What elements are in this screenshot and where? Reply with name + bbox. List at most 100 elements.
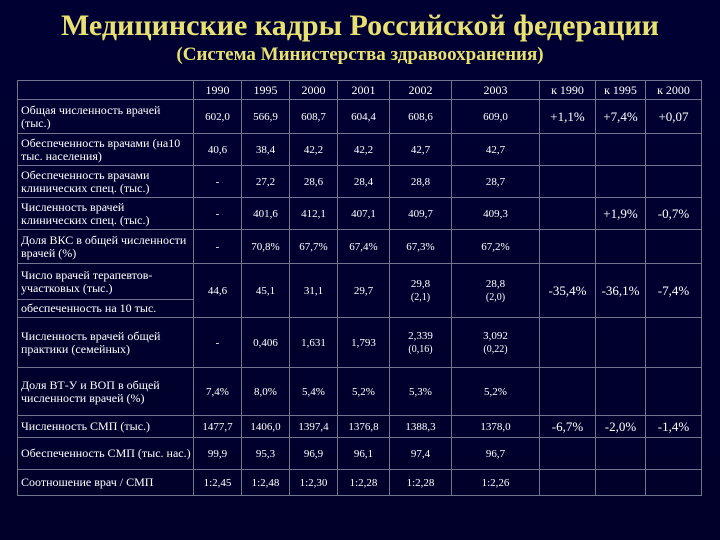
table-cell: 42,7 bbox=[451, 133, 540, 166]
change-cell: +0,07 bbox=[645, 99, 702, 134]
table-cell: 8,0% bbox=[241, 367, 290, 416]
table-cell: 67,7% bbox=[289, 229, 338, 264]
table-cell: 42,2 bbox=[289, 133, 338, 166]
cell-value: 28,8 bbox=[485, 278, 506, 290]
table-cell: 1:2,28 bbox=[389, 469, 452, 496]
cell-value: 3,092 bbox=[483, 330, 508, 342]
table-cell: 609,0 bbox=[451, 99, 540, 134]
cell-subvalue: (0,22) bbox=[483, 344, 508, 355]
table-cell: - bbox=[193, 197, 242, 230]
page-title: Медицинские кадры Российской федерации bbox=[61, 9, 659, 42]
table-cell: 1397,4 bbox=[289, 415, 338, 438]
table-cell: 29,8 (2,1) bbox=[389, 263, 452, 318]
change-cell bbox=[645, 229, 702, 264]
table-cell: 1378,0 bbox=[451, 415, 540, 438]
change-cell bbox=[539, 469, 596, 496]
cell-subvalue: (0,16) bbox=[408, 344, 433, 355]
table-cell: 602,0 bbox=[193, 99, 242, 134]
table-cell: 1:2,26 bbox=[451, 469, 540, 496]
table-cell: 27,2 bbox=[241, 165, 290, 198]
change-cell: -36,1% bbox=[595, 263, 646, 318]
change-cell bbox=[539, 165, 596, 198]
change-cell bbox=[645, 165, 702, 198]
column-header: 1995 bbox=[241, 80, 290, 100]
table-cell: 70,8% bbox=[241, 229, 290, 264]
row-label: Обеспеченность врачами клинических спец.… bbox=[17, 165, 194, 198]
table-cell: 96,9 bbox=[289, 437, 338, 470]
table-cell: 7,4% bbox=[193, 367, 242, 416]
table-cell: 1477,7 bbox=[193, 415, 242, 438]
table-cell: 28,8 bbox=[389, 165, 452, 198]
change-cell bbox=[539, 229, 596, 264]
change-cell bbox=[595, 165, 646, 198]
medical-staff-table: 1990 1995 2000 2001 2002 2003 к 1990 к 1… bbox=[17, 80, 702, 496]
table-cell: 42,2 bbox=[337, 133, 390, 166]
change-cell: +1,9% bbox=[595, 197, 646, 230]
table-cell: 38,4 bbox=[241, 133, 290, 166]
change-cell bbox=[595, 317, 646, 368]
table-cell: 29,7 bbox=[337, 263, 390, 318]
change-cell bbox=[539, 437, 596, 470]
change-cell: -7,4% bbox=[645, 263, 702, 318]
table-row: Доля ВКС в общей численности врачей (%) … bbox=[17, 229, 702, 264]
table-cell: 31,1 bbox=[289, 263, 338, 318]
table-cell: 28,8 (2,0) bbox=[451, 263, 540, 318]
table-cell: 5,4% bbox=[289, 367, 338, 416]
table-cell: 42,7 bbox=[389, 133, 452, 166]
table-cell: 1:2,30 bbox=[289, 469, 338, 496]
column-header: 2002 bbox=[389, 80, 452, 100]
table-cell: 604,4 bbox=[337, 99, 390, 134]
row-label: Доля ВКС в общей численности врачей (%) bbox=[17, 229, 194, 264]
table-row: Соотношение врач / СМП 1:2,45 1:2,48 1:2… bbox=[17, 469, 702, 496]
change-cell: +1,1% bbox=[539, 99, 596, 134]
table-cell: - bbox=[193, 229, 242, 264]
table-header-row: 1990 1995 2000 2001 2002 2003 к 1990 к 1… bbox=[17, 80, 702, 100]
column-header: 2001 bbox=[337, 80, 390, 100]
change-cell bbox=[645, 317, 702, 368]
row-label: Общая численность врачей (тыс.) bbox=[17, 99, 194, 134]
table-cell: 45,1 bbox=[241, 263, 290, 318]
table-row: Общая численность врачей (тыс.) 602,0 56… bbox=[17, 99, 702, 134]
column-header: к 1995 bbox=[595, 80, 646, 100]
table-cell: 0,406 bbox=[241, 317, 290, 368]
cell-subvalue: (2,0) bbox=[485, 292, 506, 303]
change-cell bbox=[645, 133, 702, 166]
table-cell: 5,2% bbox=[337, 367, 390, 416]
row-label: обеспеченность на 10 тыс. bbox=[17, 299, 194, 318]
column-header: к 1990 bbox=[539, 80, 596, 100]
change-cell bbox=[595, 229, 646, 264]
table-cell: 409,7 bbox=[389, 197, 452, 230]
column-header: 1990 bbox=[193, 80, 242, 100]
table-cell: 1,793 bbox=[337, 317, 390, 368]
cell-value: 2,339 bbox=[408, 330, 433, 342]
column-header: к 2000 bbox=[645, 80, 702, 100]
table-cell: 3,092 (0,22) bbox=[451, 317, 540, 368]
table-row: Число врачей терапевтов-участковых (тыс.… bbox=[17, 263, 702, 318]
table-cell: 67,3% bbox=[389, 229, 452, 264]
change-cell bbox=[539, 133, 596, 166]
table-row: Обеспеченность врачами (на10 тыс. населе… bbox=[17, 133, 702, 166]
table-cell: 5,3% bbox=[389, 367, 452, 416]
table-cell: 1:2,45 bbox=[193, 469, 242, 496]
table-cell: 28,4 bbox=[337, 165, 390, 198]
row-label: Число врачей терапевтов-участковых (тыс.… bbox=[17, 263, 194, 300]
table-cell: 28,7 bbox=[451, 165, 540, 198]
table-cell: 608,7 bbox=[289, 99, 338, 134]
table-cell: 1:2,48 bbox=[241, 469, 290, 496]
change-cell: -1,4% bbox=[645, 415, 702, 438]
cell-value: 29,8 bbox=[410, 278, 431, 290]
change-cell: -6,7% bbox=[539, 415, 596, 438]
cell-subvalue: (2,1) bbox=[410, 292, 431, 303]
table-cell: 95,3 bbox=[241, 437, 290, 470]
table-cell: 401,6 bbox=[241, 197, 290, 230]
change-cell bbox=[539, 367, 596, 416]
row-label: Доля ВТ-У и ВОП в общей численности врач… bbox=[17, 367, 194, 416]
table-row: Доля ВТ-У и ВОП в общей численности врач… bbox=[17, 367, 702, 416]
row-label: Численность врачей клинических спец. (ты… bbox=[17, 197, 194, 230]
change-cell bbox=[595, 437, 646, 470]
page-subtitle: (Система Министерства здравоохранения) bbox=[176, 44, 544, 65]
table-cell: 1406,0 bbox=[241, 415, 290, 438]
table-cell: 608,6 bbox=[389, 99, 452, 134]
table-row: Обеспеченность врачами клинических спец.… bbox=[17, 165, 702, 198]
table-cell: 96,1 bbox=[337, 437, 390, 470]
